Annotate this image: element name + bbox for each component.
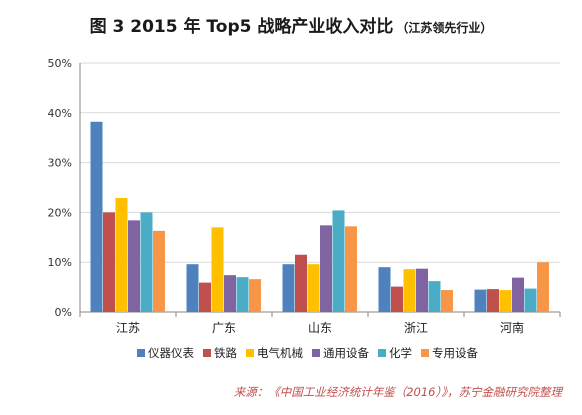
bar-仪器仪表-河南 bbox=[474, 289, 487, 312]
x-tick-label: 山东 bbox=[308, 321, 332, 335]
bar-铁路-江苏 bbox=[103, 212, 115, 312]
bar-通用设备-河南 bbox=[512, 277, 524, 312]
legend-swatch-通用设备 bbox=[312, 349, 320, 357]
bar-电气机械-广东 bbox=[211, 227, 224, 312]
bar-铁路-河南 bbox=[487, 289, 499, 312]
bar-电气机械-山东 bbox=[307, 264, 320, 312]
y-tick-label: 50% bbox=[48, 57, 72, 70]
bar-铁路-广东 bbox=[199, 282, 211, 312]
bar-专用设备-河南 bbox=[537, 262, 549, 312]
y-tick-label: 20% bbox=[48, 206, 72, 219]
y-tick-label: 0% bbox=[55, 306, 72, 319]
bar-专用设备-山东 bbox=[345, 226, 357, 312]
bar-仪器仪表-广东 bbox=[186, 264, 199, 312]
bar-仪器仪表-江苏 bbox=[90, 121, 103, 312]
x-tick-label: 江苏 bbox=[116, 321, 140, 335]
bar-通用设备-浙江 bbox=[416, 268, 428, 312]
source-note: 来源：《中国工业经济统计年鉴（2016）》，苏宁金融研究院整理 bbox=[233, 385, 562, 399]
bar-铁路-山东 bbox=[295, 254, 307, 312]
bar-通用设备-山东 bbox=[320, 225, 332, 312]
legend-swatch-专用设备 bbox=[421, 349, 429, 357]
y-tick-label: 10% bbox=[48, 256, 72, 269]
legend-label: 铁路 bbox=[214, 346, 237, 360]
legend-swatch-铁路 bbox=[203, 349, 211, 357]
legend-label: 通用设备 bbox=[323, 346, 369, 360]
x-tick-label: 广东 bbox=[212, 321, 236, 335]
bar-铁路-浙江 bbox=[391, 286, 403, 312]
bar-仪器仪表-山东 bbox=[282, 264, 295, 312]
y-tick-label: 40% bbox=[48, 107, 72, 120]
legend-label: 专用设备 bbox=[432, 346, 478, 360]
legend-swatch-仪器仪表 bbox=[137, 349, 145, 357]
bar-化学-河南 bbox=[524, 288, 537, 312]
legend-label: 仪器仪表 bbox=[148, 346, 194, 360]
bar-化学-浙江 bbox=[428, 281, 441, 312]
legend-label: 化学 bbox=[389, 346, 412, 360]
legend-swatch-化学 bbox=[378, 349, 386, 357]
bar-化学-江苏 bbox=[140, 212, 153, 312]
x-tick-label: 河南 bbox=[500, 320, 524, 335]
legend-label: 电气机械 bbox=[257, 346, 303, 360]
bar-电气机械-河南 bbox=[499, 290, 512, 312]
chart-subtitle: （江苏领先行业） bbox=[396, 21, 493, 35]
bar-化学-山东 bbox=[332, 210, 345, 312]
bar-专用设备-江苏 bbox=[153, 230, 165, 312]
bar-通用设备-广东 bbox=[224, 275, 236, 312]
x-tick-label: 浙江 bbox=[404, 321, 428, 335]
legend-swatch-电气机械 bbox=[246, 349, 254, 357]
chart-title: 图 3 2015 年 Top5 战略产业收入对比 bbox=[89, 17, 394, 37]
bar-专用设备-浙江 bbox=[441, 290, 453, 312]
y-tick-label: 30% bbox=[48, 157, 72, 170]
bar-专用设备-广东 bbox=[249, 279, 261, 312]
bar-电气机械-浙江 bbox=[403, 269, 416, 312]
bar-仪器仪表-浙江 bbox=[378, 267, 391, 312]
chart-title-block: 图 3 2015 年 Top5 战略产业收入对比 （江苏领先行业） bbox=[0, 12, 582, 37]
bar-通用设备-江苏 bbox=[128, 220, 140, 312]
bar-电气机械-江苏 bbox=[115, 197, 128, 312]
bar-化学-广东 bbox=[236, 277, 249, 312]
